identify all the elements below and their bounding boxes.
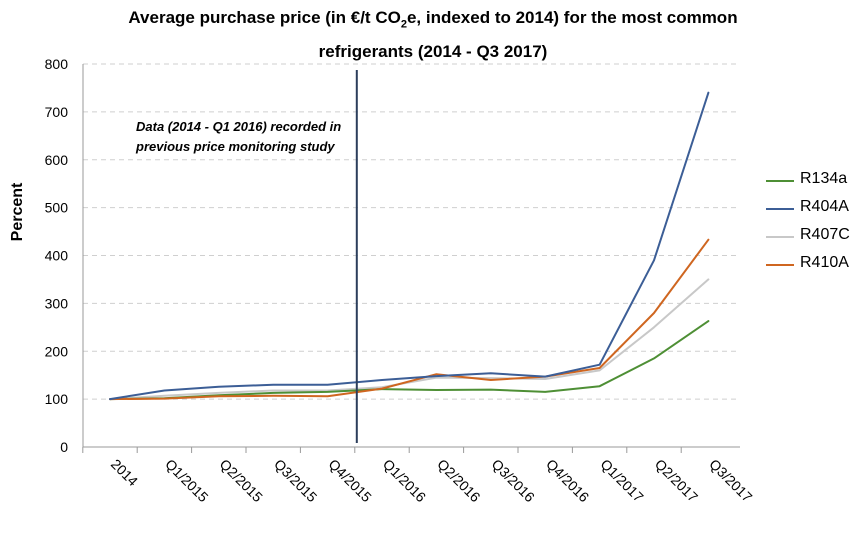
legend-swatch bbox=[766, 180, 794, 182]
series-lines bbox=[109, 91, 710, 401]
series-line-r404a bbox=[109, 91, 710, 401]
x-tick-label: Q3/2015 bbox=[271, 456, 320, 505]
x-tick-label: Q3/2017 bbox=[706, 456, 755, 505]
y-tick-label: 600 bbox=[45, 152, 69, 168]
y-tick-label: 200 bbox=[45, 343, 69, 359]
x-tick-label: Q1/2016 bbox=[380, 456, 429, 505]
legend-swatch bbox=[766, 236, 794, 238]
title-text-b: e, indexed to 2014) for the most common bbox=[406, 8, 738, 27]
x-tick-label: Q1/2015 bbox=[162, 456, 211, 505]
y-tick-label: 500 bbox=[45, 200, 69, 216]
annotation-text-2: previous price monitoring study bbox=[135, 139, 335, 154]
x-tick-label: Q1/2017 bbox=[597, 456, 646, 505]
annotation-text-1: Data (2014 - Q1 2016) recorded in bbox=[136, 119, 341, 134]
annotation: Data (2014 - Q1 2016) recorded in previou… bbox=[135, 70, 358, 443]
x-tick-label: Q2/2016 bbox=[434, 456, 483, 505]
grid-lines bbox=[83, 63, 740, 400]
y-tick-label: 400 bbox=[45, 248, 69, 264]
y-tick-label: 700 bbox=[45, 104, 69, 120]
x-tick-label: Q2/2017 bbox=[652, 456, 701, 505]
series-line-r410a bbox=[109, 238, 710, 401]
y-tick-label: 300 bbox=[45, 295, 69, 311]
y-tick-label: 100 bbox=[45, 391, 69, 407]
y-tick-label: 800 bbox=[45, 56, 69, 72]
title-text-a: Average purchase price (in €/t CO bbox=[128, 8, 401, 27]
chart-title-line-2: refrigerants (2014 - Q3 2017) bbox=[318, 42, 548, 62]
legend-label: R410A bbox=[800, 254, 849, 271]
title-subscript: 2 bbox=[400, 18, 407, 31]
legend-swatch bbox=[766, 264, 794, 266]
x-tick-label: 2014 bbox=[108, 456, 141, 489]
y-tick-label: 0 bbox=[60, 439, 68, 455]
legend-swatch bbox=[766, 208, 794, 210]
chart-title-line-1: Average purchase price (in €/t CO2e, ind… bbox=[0, 4, 866, 38]
x-tick-label: Q4/2016 bbox=[543, 456, 592, 505]
legend-label: R134a bbox=[800, 170, 848, 187]
x-tick-label: Q4/2015 bbox=[325, 456, 374, 505]
legend-label: R407C bbox=[800, 226, 850, 243]
legend-label: R404A bbox=[800, 198, 849, 215]
x-tick-label: Q2/2015 bbox=[217, 456, 266, 505]
y-axis-title: Percent bbox=[9, 182, 26, 241]
x-tick-label: Q3/2016 bbox=[489, 456, 538, 505]
chart-title: Average purchase price (in €/t CO2e, ind… bbox=[0, 4, 866, 65]
